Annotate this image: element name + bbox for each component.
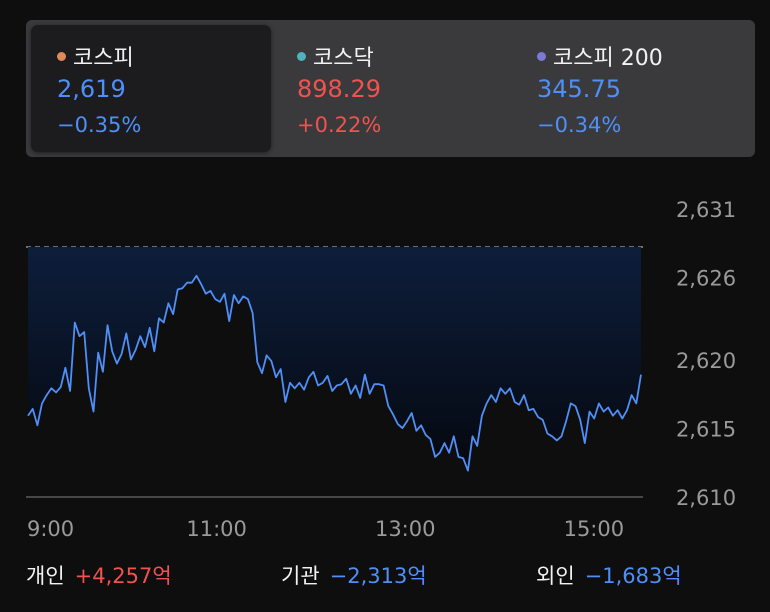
- tab-kospi-value: 2,619: [57, 75, 126, 103]
- tab-kospi200[interactable]: 코스피 200 345.75 −0.34%: [511, 25, 751, 152]
- investor-individual-value: +4,257억: [74, 564, 172, 588]
- y-tick-label: 2,615: [676, 417, 736, 441]
- investor-individual: 개인 +4,257억: [26, 560, 172, 590]
- chart-svg: 2,631 2,626 2,620 2,615 2,610 9:00 11:00 13:00…: [26, 198, 736, 541]
- tab-kospi200-value: 345.75: [537, 75, 621, 103]
- investor-foreign-value: −1,683억: [584, 564, 682, 588]
- index-selector: 코스피 2,619 −0.35% 코스닥 898.29 +0.22% 코스피 2…: [26, 20, 755, 157]
- tab-kospi200-change: −0.34%: [537, 113, 622, 137]
- tab-kospi-change: −0.35%: [57, 113, 142, 137]
- investor-foreign-label: 외인: [536, 564, 575, 588]
- investor-foreign: 외인 −1,683억: [536, 560, 682, 590]
- tab-kospi200-label: 코스피 200: [553, 46, 663, 71]
- tab-kosdaq-change: +0.22%: [297, 113, 382, 137]
- y-tick-label: 2,631: [676, 198, 736, 222]
- x-tick-label: 13:00: [375, 517, 436, 541]
- x-tick-label: 15:00: [564, 517, 625, 541]
- y-tick-label: 2,620: [676, 349, 736, 373]
- kospi200-color-dot: [537, 51, 546, 61]
- tab-kospi[interactable]: 코스피 2,619 −0.35%: [31, 25, 271, 152]
- x-tick-label: 9:00: [27, 517, 74, 541]
- investor-individual-label: 개인: [26, 564, 65, 588]
- tab-kosdaq[interactable]: 코스닥 898.29 +0.22%: [271, 25, 511, 152]
- investor-flows: 개인 +4,257억 기관 −2,313억 외인 −1,683억: [26, 560, 746, 594]
- investor-institution-value: −2,313억: [329, 564, 427, 588]
- kospi-color-dot: [57, 51, 66, 61]
- tab-kosdaq-label: 코스닥: [313, 46, 374, 71]
- y-tick-label: 2,610: [676, 486, 736, 510]
- x-tick-label: 11:00: [186, 517, 247, 541]
- price-line: [27, 274, 642, 472]
- kosdaq-color-dot: [297, 51, 306, 61]
- investor-institution: 기관 −2,313억: [281, 560, 427, 590]
- tab-kospi-label: 코스피: [73, 46, 134, 71]
- tab-kosdaq-value: 898.29: [297, 75, 381, 103]
- price-area-fill: [28, 247, 641, 471]
- intraday-chart[interactable]: 2,631 2,626 2,620 2,615 2,610 9:00 11:00 13:00…: [0, 160, 770, 550]
- y-tick-label: 2,626: [676, 267, 736, 291]
- investor-institution-label: 기관: [281, 564, 320, 588]
